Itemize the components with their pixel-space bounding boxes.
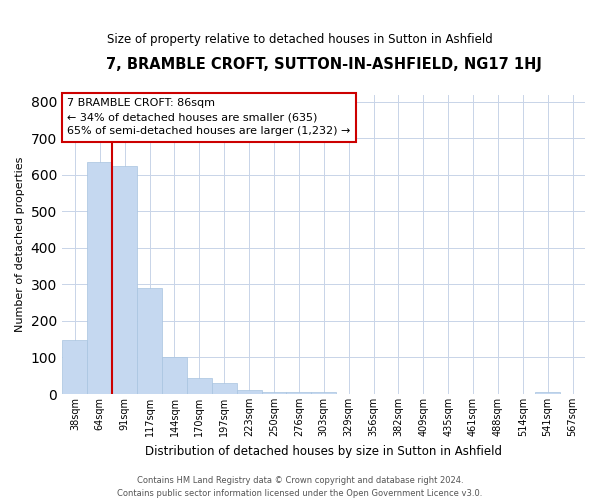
Bar (535, 392, 560, 394)
Bar (286, 392, 311, 394)
Bar (162, 358, 187, 394)
Bar (62, 340, 88, 394)
Bar (212, 383, 236, 394)
Bar (137, 288, 162, 394)
Text: 7 BRAMBLE CROFT: 86sqm
← 34% of detached houses are smaller (635)
65% of semi-de: 7 BRAMBLE CROFT: 86sqm ← 34% of detached… (67, 98, 351, 136)
Bar (88, 162, 112, 394)
Bar (262, 392, 286, 394)
Bar (236, 390, 262, 394)
X-axis label: Distribution of detached houses by size in Sutton in Ashfield: Distribution of detached houses by size … (145, 444, 502, 458)
Title: 7, BRAMBLE CROFT, SUTTON-IN-ASHFIELD, NG17 1HJ: 7, BRAMBLE CROFT, SUTTON-IN-ASHFIELD, NG… (106, 58, 542, 72)
Text: Size of property relative to detached houses in Sutton in Ashfield: Size of property relative to detached ho… (107, 32, 493, 46)
Y-axis label: Number of detached properties: Number of detached properties (15, 156, 25, 332)
Bar (112, 166, 137, 394)
Bar (311, 392, 336, 394)
Text: Contains HM Land Registry data © Crown copyright and database right 2024.
Contai: Contains HM Land Registry data © Crown c… (118, 476, 482, 498)
Bar (187, 378, 212, 394)
